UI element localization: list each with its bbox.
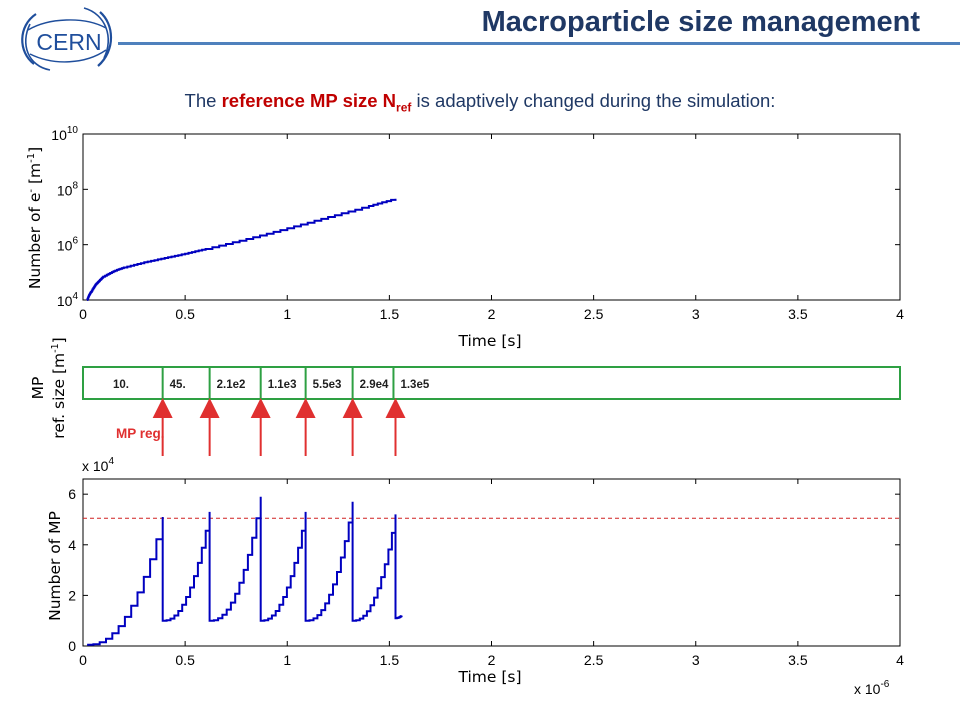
cern-logo: CERN: [14, 4, 124, 76]
slide-subtitle: The reference MP size Nref is adaptively…: [0, 90, 960, 115]
electron-plot-ylabel: Number of e- [m-1]: [26, 147, 44, 289]
y-tick-base: 10: [57, 182, 73, 198]
x-tick-label: 0.5: [175, 306, 195, 322]
x-multiplier-base: x 10: [854, 681, 881, 697]
electron-ylabel-part-3: [m: [26, 163, 44, 189]
y-tick-label: 104: [57, 291, 79, 309]
mp-ref-size-box: [82, 366, 901, 400]
y-multiplier-base: x 10: [82, 458, 109, 474]
mp-regeneration-arrows: [152, 398, 406, 456]
segment-label: 5.5e3: [313, 379, 342, 391]
y-tick-label: 6: [68, 486, 76, 502]
title-rule: [118, 42, 960, 45]
electron-ylabel-part-4: -1: [26, 153, 37, 163]
x-tick-label: 1.5: [380, 306, 400, 322]
electron-ylabel-part-5: ]: [26, 147, 44, 153]
subtitle-text-2: is adaptively changed during the simulat…: [411, 90, 776, 111]
y-tick-label: 0: [68, 638, 76, 654]
y-tick-base: 10: [57, 293, 73, 309]
subtitle-subscript: ref: [396, 100, 412, 115]
x-multiplier: x 10-6: [854, 679, 890, 697]
mp-ref-ylabel-line2: ref. size [m-1]: [50, 337, 68, 438]
x-tick-label: 0: [79, 306, 87, 322]
y-tick-label: 1010: [51, 125, 78, 143]
mp-count-ylabel: Number of MP: [46, 511, 64, 621]
x-tick-label: 4: [896, 652, 904, 668]
y-tick-base: 10: [51, 127, 67, 143]
electron-plot-xlabel: Time [s]: [457, 332, 521, 350]
slide-title: Macroparticle size management: [481, 6, 920, 38]
y-tick-exponent: 4: [72, 291, 78, 302]
y-tick-label: 2: [68, 587, 76, 603]
electron-plot-x-ticks: 0 0.5 1 1.5 2 2.5 3 3.5 4: [79, 134, 904, 322]
segment-label: 1.1e3: [268, 379, 297, 391]
mp-ref-size-segments: 10. 45. 2.1e2 1.1e3 5.5e3 2.9e4 1.3e5: [113, 367, 430, 399]
electron-plot-frame: [82, 133, 901, 301]
x-tick-label: 3.5: [788, 652, 808, 668]
subtitle-text-1: The: [184, 90, 222, 111]
electron-series-line: [86, 198, 397, 301]
x-tick-label: 2: [488, 306, 496, 322]
x-multiplier-exp: -6: [880, 679, 889, 690]
x-tick-label: 2.5: [584, 652, 604, 668]
y-tick-base: 10: [57, 238, 73, 254]
mp-ref-size-band: 10. 45. 2.1e2 1.1e3 5.5e3 2.9e4 1.3e5 MP reg. …: [29, 337, 901, 456]
segment-label: 10.: [113, 379, 129, 391]
y-multiplier: x 104: [82, 456, 114, 474]
electron-ylabel-part-1: Number of e: [26, 193, 44, 290]
x-tick-label: 3: [692, 652, 700, 668]
mp-ref-ylabel-part-4: ]: [50, 337, 68, 343]
mp-count-plot-frame: [82, 478, 901, 647]
x-tick-label: 0.5: [175, 652, 195, 668]
segment-label: 2.9e4: [360, 379, 389, 391]
mp-count-x-ticks: 0 0.5 1 1.5 2 2.5 3 3.5 4: [79, 479, 904, 668]
svg-text:CERN: CERN: [36, 29, 101, 55]
x-tick-label: 2: [488, 652, 496, 668]
y-tick-exponent: 6: [72, 236, 78, 247]
mp-ref-ylabel-part-2: ref. size [m: [50, 353, 68, 439]
x-tick-label: 3: [692, 306, 700, 322]
electron-ylabel-part-2: -: [26, 189, 37, 193]
x-tick-label: 3.5: [788, 306, 808, 322]
y-tick-exponent: 10: [67, 125, 79, 136]
mp-reg-label: MP reg.: [116, 426, 165, 441]
segment-label: 2.1e2: [217, 379, 246, 391]
y-tick-label: 108: [57, 180, 79, 198]
x-tick-label: 1: [283, 652, 291, 668]
y-multiplier-exp: 4: [108, 456, 114, 467]
mp-count-plot: 0 0.5 1 1.5 2 2.5 3 3.5 4 0 2 4 6 Time [s] Number o…: [46, 456, 904, 697]
segment-label: 45.: [170, 379, 186, 391]
x-tick-label: 1.5: [380, 652, 400, 668]
y-tick-label: 4: [68, 537, 76, 553]
x-tick-label: 2.5: [584, 306, 604, 322]
mp-ref-ylabel-part-3: -1: [50, 343, 61, 352]
mp-count-series-line: [87, 496, 403, 646]
x-tick-label: 4: [896, 306, 904, 322]
subtitle-highlight: reference MP size Nref: [221, 90, 412, 115]
y-tick-exponent: 8: [72, 180, 78, 191]
y-tick-label: 106: [57, 236, 79, 254]
mp-ref-ylabel-line1: MP: [29, 377, 47, 400]
mp-count-y-ticks: 0 2 4 6: [68, 486, 900, 654]
x-tick-label: 0: [79, 652, 87, 668]
x-tick-label: 1: [283, 306, 291, 322]
subtitle-highlight-text: reference MP size N: [221, 90, 397, 111]
segment-label: 1.3e5: [400, 379, 429, 391]
mp-count-xlabel: Time [s]: [457, 668, 521, 686]
